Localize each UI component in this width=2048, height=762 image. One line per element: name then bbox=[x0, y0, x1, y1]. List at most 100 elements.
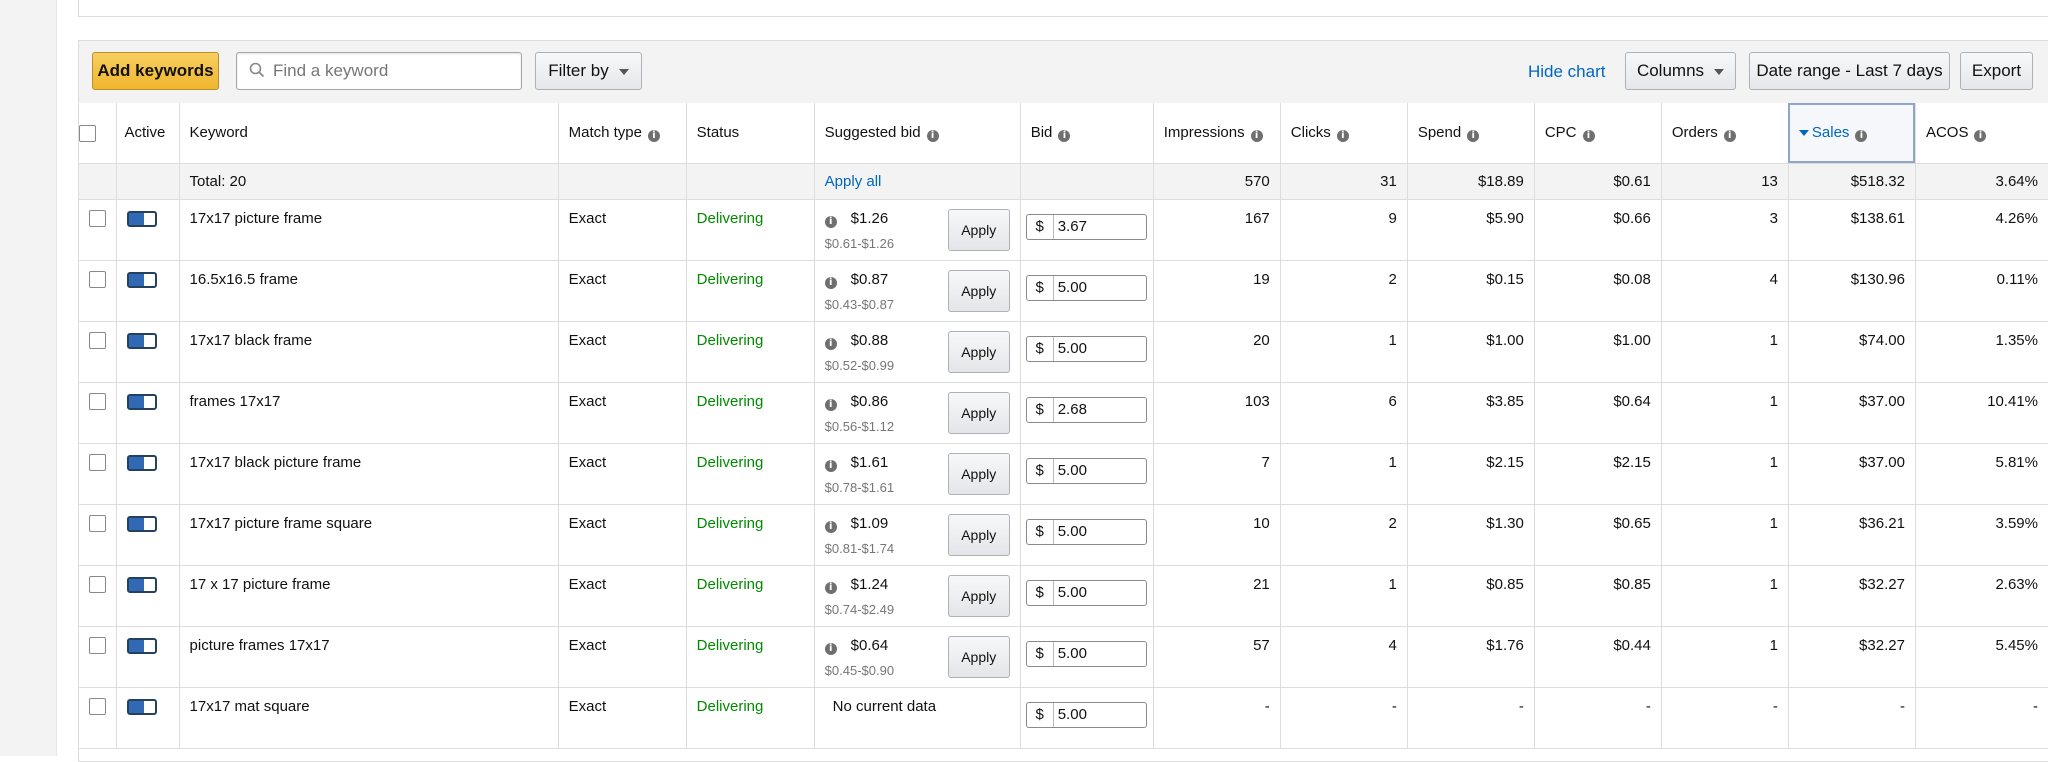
apply-bid-button[interactable]: Apply bbox=[947, 269, 1010, 312]
info-icon[interactable]: i bbox=[1250, 129, 1263, 142]
bid-input[interactable] bbox=[1057, 641, 1142, 666]
active-toggle[interactable] bbox=[126, 515, 157, 532]
bid-input[interactable] bbox=[1057, 458, 1142, 483]
header-sales[interactable]: Sales i bbox=[1788, 103, 1916, 164]
bid-input[interactable] bbox=[1057, 275, 1142, 300]
clicks-cell: - bbox=[1280, 687, 1408, 749]
total-spend: $18.89 bbox=[1407, 163, 1535, 200]
spend-cell: $2.15 bbox=[1407, 443, 1535, 505]
apply-bid-button[interactable]: Apply bbox=[947, 513, 1010, 556]
add-keywords-button[interactable]: Add keywords bbox=[92, 52, 219, 90]
active-toggle[interactable] bbox=[126, 454, 157, 471]
header-match-type[interactable]: Match type i bbox=[558, 103, 687, 164]
info-icon[interactable]: i bbox=[824, 398, 837, 411]
header-impressions[interactable]: Impressions i bbox=[1153, 103, 1281, 164]
row-select-cell bbox=[79, 565, 117, 627]
info-icon[interactable]: i bbox=[1855, 129, 1868, 142]
info-icon[interactable]: i bbox=[647, 129, 660, 142]
row-checkbox[interactable] bbox=[88, 210, 106, 228]
suggested-bid-range: $0.52-$0.99 bbox=[824, 357, 895, 373]
info-icon[interactable]: i bbox=[1058, 129, 1071, 142]
apply-bid-button[interactable]: Apply bbox=[947, 208, 1010, 251]
currency-symbol: $ bbox=[1027, 702, 1054, 727]
info-icon[interactable]: i bbox=[1467, 129, 1480, 142]
orders-cell: 3 bbox=[1661, 199, 1789, 261]
info-icon[interactable]: i bbox=[1582, 129, 1595, 142]
apply-bid-button[interactable]: Apply bbox=[947, 391, 1010, 434]
row-checkbox[interactable] bbox=[88, 332, 106, 350]
row-checkbox[interactable] bbox=[88, 515, 106, 533]
header-cpc[interactable]: CPC i bbox=[1534, 103, 1662, 164]
acos-cell: 5.45% bbox=[1915, 626, 2048, 688]
active-toggle[interactable] bbox=[126, 271, 157, 288]
spend-cell: $5.90 bbox=[1407, 199, 1535, 261]
apply-bid-button[interactable]: Apply bbox=[947, 635, 1010, 678]
info-icon[interactable]: i bbox=[926, 129, 939, 142]
bid-input[interactable] bbox=[1057, 336, 1142, 361]
currency-symbol: $ bbox=[1027, 519, 1054, 544]
filter-by-button[interactable]: Filter by bbox=[535, 52, 642, 90]
info-icon[interactable]: i bbox=[824, 520, 837, 533]
header-acos[interactable]: ACOS i bbox=[1915, 103, 2048, 164]
match-type-cell: Exact bbox=[558, 687, 687, 749]
header-keyword[interactable]: Keyword bbox=[179, 103, 559, 164]
active-toggle[interactable] bbox=[126, 698, 157, 715]
active-toggle[interactable] bbox=[126, 332, 157, 349]
info-icon[interactable]: i bbox=[824, 642, 837, 655]
spend-cell: $1.00 bbox=[1407, 321, 1535, 383]
row-checkbox[interactable] bbox=[88, 454, 106, 472]
info-icon[interactable]: i bbox=[824, 215, 837, 228]
info-icon[interactable]: i bbox=[1974, 129, 1987, 142]
hide-chart-link[interactable]: Hide chart bbox=[1528, 62, 1606, 81]
header-active[interactable]: Active bbox=[116, 103, 180, 164]
sort-descending-icon bbox=[1798, 129, 1809, 136]
match-type-cell: Exact bbox=[558, 321, 687, 383]
header-spend[interactable]: Spend i bbox=[1407, 103, 1535, 164]
bid-input[interactable] bbox=[1057, 580, 1142, 605]
impressions-cell: 167 bbox=[1153, 199, 1281, 261]
info-icon[interactable]: i bbox=[824, 276, 837, 289]
apply-bid-button[interactable]: Apply bbox=[947, 574, 1010, 617]
spend-cell: $0.15 bbox=[1407, 260, 1535, 322]
row-checkbox[interactable] bbox=[88, 271, 106, 289]
bid-input[interactable] bbox=[1057, 702, 1142, 727]
active-toggle[interactable] bbox=[126, 637, 157, 654]
bid-cell: $ bbox=[1020, 443, 1154, 505]
row-checkbox[interactable] bbox=[88, 637, 106, 655]
date-range-button[interactable]: Date range - Last 7 days bbox=[1749, 52, 1950, 90]
bid-input[interactable] bbox=[1057, 397, 1142, 422]
keyword-search-input[interactable] bbox=[273, 53, 513, 89]
header-status[interactable]: Status bbox=[686, 103, 815, 164]
bid-input[interactable] bbox=[1057, 519, 1142, 544]
apply-all-link[interactable]: Apply all bbox=[824, 172, 882, 190]
select-all-checkbox[interactable] bbox=[79, 124, 96, 142]
bid-cell: $ bbox=[1020, 382, 1154, 444]
total-acos: 3.64% bbox=[1915, 163, 2048, 200]
active-toggle[interactable] bbox=[126, 210, 157, 227]
cpc-cell: - bbox=[1534, 687, 1662, 749]
active-toggle[interactable] bbox=[126, 576, 157, 593]
apply-bid-button[interactable]: Apply bbox=[947, 452, 1010, 495]
header-orders[interactable]: Orders i bbox=[1661, 103, 1789, 164]
header-clicks[interactable]: Clicks i bbox=[1280, 103, 1408, 164]
info-icon[interactable]: i bbox=[824, 459, 837, 472]
info-icon[interactable]: i bbox=[824, 337, 837, 350]
header-suggested-bid[interactable]: Suggested bid i bbox=[814, 103, 1021, 164]
info-icon[interactable]: i bbox=[824, 581, 837, 594]
export-button[interactable]: Export bbox=[1960, 52, 2033, 90]
row-checkbox[interactable] bbox=[88, 698, 106, 716]
bid-cell: $ bbox=[1020, 199, 1154, 261]
info-icon[interactable]: i bbox=[1336, 129, 1349, 142]
bid-input[interactable] bbox=[1057, 214, 1142, 239]
row-select-cell bbox=[79, 626, 117, 688]
acos-cell: 5.81% bbox=[1915, 443, 2048, 505]
columns-button[interactable]: Columns bbox=[1625, 52, 1736, 90]
suggested-bid-cell: No current data bbox=[814, 687, 1021, 749]
row-active-cell bbox=[116, 199, 180, 261]
header-bid[interactable]: Bid i bbox=[1020, 103, 1154, 164]
apply-bid-button[interactable]: Apply bbox=[947, 330, 1010, 373]
active-toggle[interactable] bbox=[126, 393, 157, 410]
info-icon[interactable]: i bbox=[1723, 129, 1736, 142]
row-checkbox[interactable] bbox=[88, 393, 106, 411]
row-checkbox[interactable] bbox=[88, 576, 106, 594]
